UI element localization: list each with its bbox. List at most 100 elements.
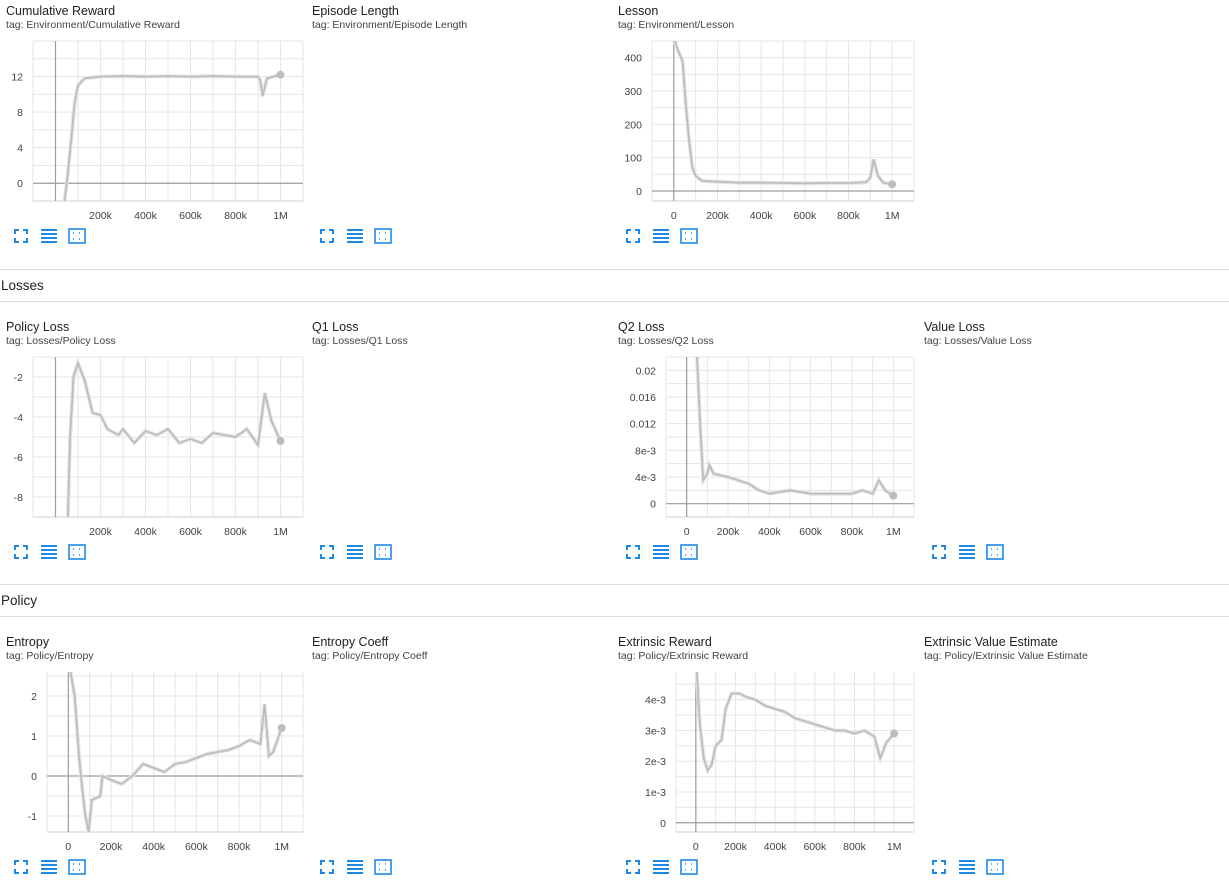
fit-domain-icon[interactable] [374, 543, 392, 561]
fit-domain-icon[interactable] [374, 227, 392, 245]
log-scale-lines-icon[interactable] [40, 227, 58, 245]
series-end-point[interactable] [276, 437, 285, 445]
y-tick-label: 0 [650, 499, 656, 511]
y-tick-label: 8e-3 [635, 445, 656, 457]
chart-plot[interactable]: 0.10.30.50.70.9 [612, 0, 918, 228]
series-line[interactable] [695, 672, 895, 773]
x-tick-label: 1M [274, 841, 289, 853]
section-divider [0, 616, 1229, 617]
expand-icon[interactable] [624, 227, 642, 245]
x-tick-label: 200k [706, 210, 730, 222]
expand-icon[interactable] [12, 227, 30, 245]
y-tick-label: 0 [31, 771, 37, 783]
x-tick-label: 1M [273, 526, 288, 538]
y-tick-label: 12 [11, 72, 23, 84]
chart-plot[interactable]: 0 4 8 12 200k 400k 600k 800k 1M [0, 0, 306, 228]
chart-card: Q1 Loss tag: Losses/Q1 Loss 0 4e-3 8e-3 0.012… [306, 316, 915, 576]
log-scale-lines-icon[interactable] [652, 543, 670, 561]
chart-plot[interactable]: -1 0 1 2 0 200k 400k 600k 800k 1M [0, 631, 306, 859]
series-end-point[interactable] [890, 729, 899, 738]
fit-domain-icon[interactable] [68, 858, 86, 876]
chart-card: Episode Length tag: Environment/Episode L… [306, 0, 915, 260]
x-tick-label: 200k [717, 526, 741, 538]
y-tick-label: 4e-3 [645, 695, 666, 707]
y-tick-label: -1 [28, 811, 37, 823]
series-raw-line [62, 72, 282, 201]
series-line[interactable] [63, 73, 281, 201]
x-tick-label: 0 [671, 210, 677, 222]
x-tick-label: 800k [843, 841, 867, 853]
log-scale-lines-icon[interactable] [40, 858, 58, 876]
x-tick-label: 200k [100, 841, 124, 853]
chart-card: Policy Loss tag: Losses/Policy Loss -2 -4 -6… [0, 316, 306, 576]
chart-plot[interactable]: 024680200k400k600k800k1M [918, 631, 1224, 859]
series-end-point[interactable] [889, 491, 898, 500]
chart-card: Cumulative Reward tag: Environment/Cumula… [0, 0, 306, 260]
chart-plot[interactable]: -2 -4 -6 -8 200k 400k 600k 800k 1M [0, 316, 306, 544]
y-tick-label: 1e-3 [645, 787, 666, 799]
series-end-point[interactable] [276, 70, 285, 79]
chart-tag: tag: Policy/Extrinsic Value Estimate [924, 650, 1088, 662]
log-scale-lines-icon[interactable] [346, 858, 364, 876]
chart-title: Cumulative Reward [6, 4, 116, 18]
chart-plot[interactable]: 048120200k400k600k800k1M [612, 631, 918, 859]
y-tick-label: -6 [14, 452, 23, 464]
expand-icon[interactable] [12, 858, 30, 876]
series-line[interactable] [696, 357, 894, 497]
fit-domain-icon[interactable] [680, 227, 698, 245]
chart-plot[interactable]: 00.010.020.030.040200k400k600k800k1M [918, 316, 1224, 544]
chart-toolbar [12, 858, 102, 876]
section-divider [0, 301, 1229, 302]
fit-domain-icon[interactable] [986, 858, 1004, 876]
chart-tag: tag: Environment/Lesson [618, 19, 735, 31]
log-scale-lines-icon[interactable] [652, 227, 670, 245]
log-scale-lines-icon[interactable] [346, 227, 364, 245]
section-divider [0, 269, 1229, 270]
log-scale-lines-icon[interactable] [346, 543, 364, 561]
x-tick-label: 1M [886, 526, 901, 538]
chart-plot[interactable]: 0 4e-3 8e-3 0.012 0.016 0.02 0 200k 400k 600k 800k… [612, 316, 918, 544]
series-raw-line [65, 357, 283, 517]
expand-icon[interactable] [930, 543, 948, 561]
x-tick-label: 600k [185, 841, 209, 853]
fit-domain-icon[interactable] [68, 227, 86, 245]
x-tick-label: 400k [758, 526, 782, 538]
chart-plot[interactable]: 0 1e-3 2e-3 3e-3 4e-3 0 200k 400k 600k 800k 1M [306, 631, 915, 859]
log-scale-lines-icon[interactable] [958, 858, 976, 876]
y-tick-label: 0.016 [630, 392, 656, 404]
fit-domain-icon[interactable] [680, 858, 698, 876]
chart-plot[interactable]: 0 100 200 300 400 0 200k 400k 600k 800k 1M [306, 0, 915, 228]
series-end-point[interactable] [277, 724, 286, 732]
y-tick-label: 100 [624, 153, 642, 165]
chart-toolbar [318, 227, 408, 245]
expand-icon[interactable] [318, 543, 336, 561]
fit-domain-icon[interactable] [986, 543, 1004, 561]
series-line[interactable] [69, 672, 283, 832]
section-title[interactable]: Policy [1, 593, 38, 608]
expand-icon[interactable] [318, 227, 336, 245]
series-line[interactable] [67, 360, 282, 517]
log-scale-lines-icon[interactable] [958, 543, 976, 561]
chart-plot[interactable]: 0 4e-3 8e-3 0.012 0.016 0.02 0 200k 400k 600k 800k… [306, 316, 915, 544]
chart-toolbar [930, 858, 1020, 876]
fit-domain-icon[interactable] [68, 543, 86, 561]
expand-icon[interactable] [624, 858, 642, 876]
x-tick-label: 800k [224, 210, 248, 222]
series-end-point[interactable] [888, 180, 897, 189]
y-tick-label: -4 [14, 412, 23, 424]
log-scale-lines-icon[interactable] [40, 543, 58, 561]
expand-icon[interactable] [318, 858, 336, 876]
expand-icon[interactable] [12, 543, 30, 561]
fit-domain-icon[interactable] [374, 858, 392, 876]
expand-icon[interactable] [624, 543, 642, 561]
y-tick-label: -2 [14, 372, 23, 384]
series-line[interactable] [674, 41, 893, 186]
x-tick-label: 600k [799, 526, 823, 538]
chart-tag: tag: Environment/Cumulative Reward [6, 19, 180, 31]
log-scale-lines-icon[interactable] [652, 858, 670, 876]
section-title[interactable]: Losses [1, 278, 44, 293]
y-tick-label: 0 [636, 186, 642, 198]
y-tick-label: 0 [17, 178, 23, 190]
expand-icon[interactable] [930, 858, 948, 876]
fit-domain-icon[interactable] [680, 543, 698, 561]
